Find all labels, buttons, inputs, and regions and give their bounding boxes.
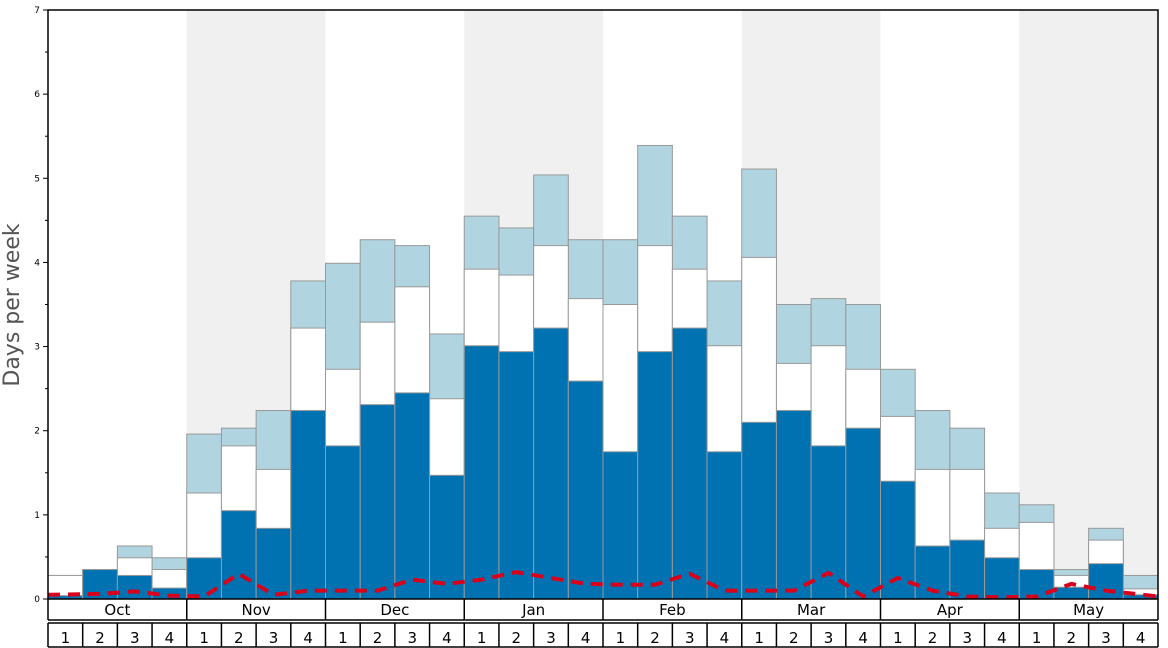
week-label: 1 [1032,629,1042,647]
bars-group [47,144,1159,600]
bar-s0-13 [498,351,535,600]
bar-s0-29 [1053,586,1090,600]
x-labels-group: Oct Nov Dec Jan Feb Mar Apr May 1 2 3 4 1 2 3 4 1 2 3 4 1 2 3 4… [47,599,1159,648]
bar-s0-26 [949,539,986,600]
bar-s0-11 [429,474,465,600]
week-label: 4 [303,629,313,647]
y-axis-label: Days per week [0,223,25,386]
week-label: 2 [512,629,522,647]
y-ticks-group: 0 1 2 3 4 5 6 7 [34,6,48,605]
week-label: 1 [338,629,348,647]
month-label-jan: Jan [521,601,545,619]
week-label: 4 [442,629,452,647]
month-label-apr: Apr [937,601,964,619]
y-tick-label: 5 [34,174,40,184]
bar-s0-17 [637,351,673,600]
week-label: 3 [130,629,140,647]
week-label: 4 [997,629,1007,647]
dashed-line-group [47,570,1159,600]
month-label-nov: Nov [241,601,270,619]
week-label: 1 [893,629,903,647]
bar-s0-7 [290,410,326,600]
bar-s0-2 [116,574,153,600]
week-label: 2 [95,629,105,647]
bar-s0-5 [220,510,257,600]
bar-s0-10 [394,392,431,600]
week-label: 1 [477,629,487,647]
bar-s0-18 [671,327,708,600]
bar-s0-14 [533,327,569,600]
y-tick-label: 7 [34,6,40,16]
bar-s0-9 [359,404,396,600]
bar-s0-4 [186,557,222,600]
week-label: 1 [61,629,71,647]
week-label: 1 [754,629,764,647]
dashed-line [47,570,1159,600]
bar-s0-23 [845,427,881,600]
bar-s0-15 [567,380,604,600]
week-label: 2 [928,629,938,647]
week-label: 3 [1101,629,1111,647]
bar-s0-30 [1088,563,1124,600]
week-label: 1 [199,629,209,647]
week-label: 3 [962,629,972,647]
month-label-oct: Oct [104,601,130,619]
week-label: 4 [720,629,730,647]
week-label: 4 [165,629,175,647]
y-tick-label: 6 [34,90,40,100]
month-label-may: May [1073,601,1104,619]
week-label: 4 [581,629,591,647]
week-label: 2 [373,629,383,647]
bar-s0-16 [602,451,639,600]
week-label: 4 [858,629,868,647]
month-label-dec: Dec [380,601,409,619]
bar-s0-19 [706,451,743,600]
y-tick-label: 2 [34,427,40,437]
week-label: 1 [616,629,626,647]
month-band-oct [48,10,187,599]
y-tick-label: 3 [34,343,40,353]
week-label: 3 [824,629,834,647]
week-label: 3 [546,629,556,647]
bar-s0-27 [984,557,1020,600]
y-tick-label: 4 [34,258,40,268]
bar-s0-22 [810,445,847,600]
week-label: 4 [1136,629,1146,647]
week-label: 3 [685,629,695,647]
week-label: 2 [1067,629,1077,647]
week-label: 2 [789,629,799,647]
bar-s0-12 [463,345,500,600]
month-label-feb: Feb [659,601,686,619]
month-band-may [1019,10,1158,599]
bar-s0-20 [741,421,777,600]
bar-s0-21 [775,410,812,600]
y-tick-label: 0 [34,595,40,605]
week-label: 2 [234,629,244,647]
week-label: 3 [407,629,417,647]
week-label: 3 [269,629,279,647]
month-label-mar: Mar [797,601,826,619]
bar-s0-8 [325,445,361,600]
week-label: 2 [650,629,660,647]
y-tick-label: 1 [34,511,40,521]
